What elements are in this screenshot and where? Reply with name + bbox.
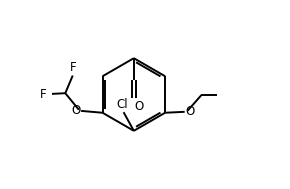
Text: Cl: Cl xyxy=(117,98,128,111)
Text: F: F xyxy=(70,61,77,74)
Text: O: O xyxy=(135,100,144,113)
Text: O: O xyxy=(71,104,80,117)
Text: F: F xyxy=(40,88,47,101)
Text: O: O xyxy=(186,105,195,118)
